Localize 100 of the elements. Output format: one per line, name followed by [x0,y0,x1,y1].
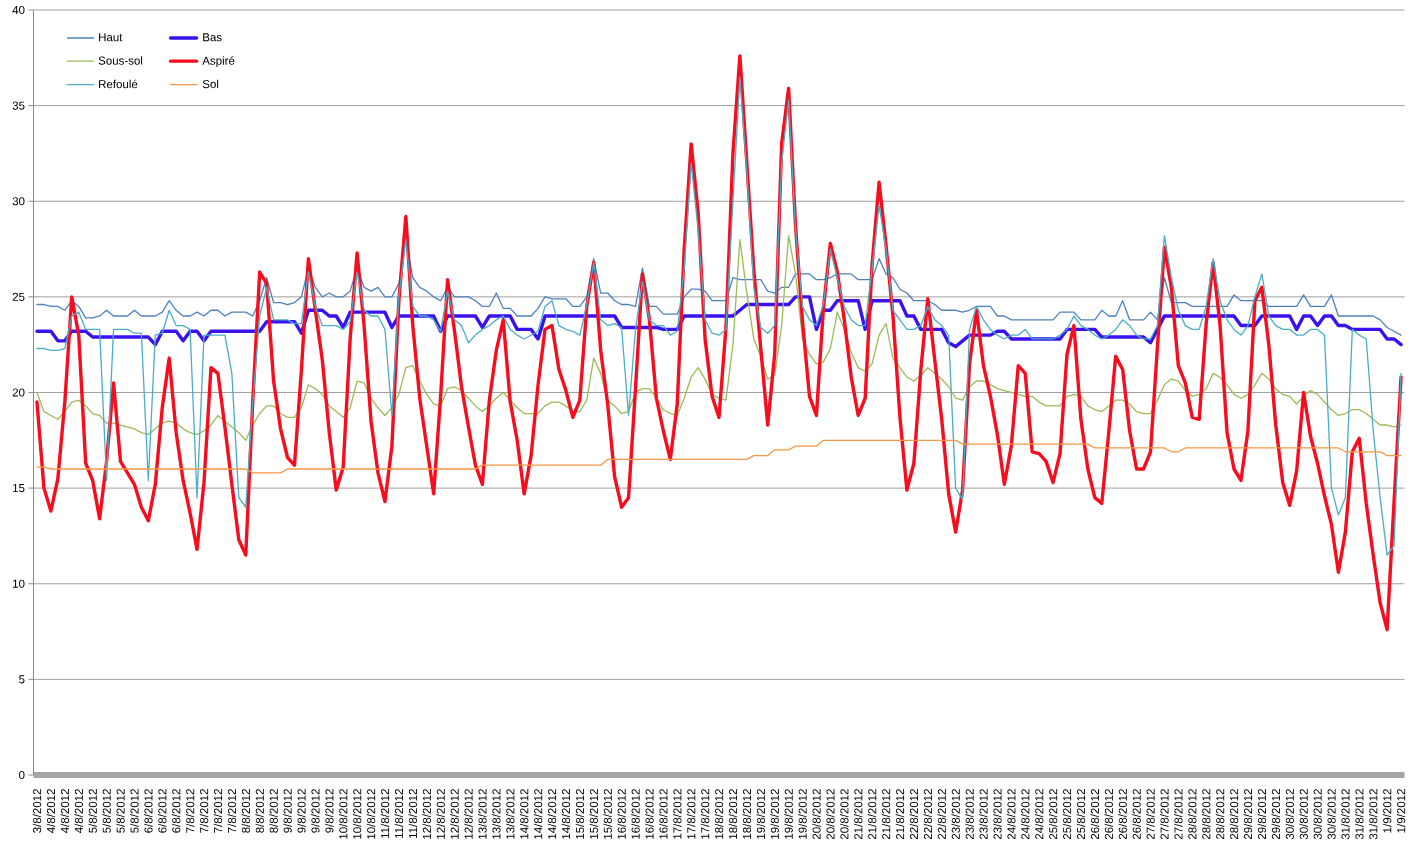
x-tick-label: 18/8/2012 [714,789,724,839]
legend-label: Refoulé [99,79,138,89]
x-tick-label: 16/8/2012 [617,789,626,839]
x-tick-label: 9/8/2012 [283,789,292,833]
x-tick-label: 23/8/2012 [965,789,974,840]
x-tick-label: 4/8/2012 [46,789,56,834]
x-tick-label: 29/8/2012 [1243,789,1253,840]
x-tick-label: 1/9/2012 [1396,789,1406,833]
x-tick-label: 27/8/2012 [1174,789,1183,840]
y-tick-label: 0 [19,770,25,780]
legend-label: Aspiré [202,56,235,68]
legend-label: Bas [203,33,222,42]
x-tick-label: 7/8/2012 [185,789,195,833]
x-tick-label: 17/8/2012 [700,789,710,839]
x-tick-label: 4/8/2012 [60,789,70,834]
x-tick-label: 12/8/2012 [436,789,445,839]
x-tick-label: 18/8/2012 [728,789,738,839]
x-tick-label: 10/8/2012 [338,789,348,839]
legend-label: Sous-sol [98,56,143,65]
x-tick-label: 1/9/2012 [1382,789,1392,833]
x-tick-label: 30/8/2012 [1313,789,1322,840]
x-tick-label: 15/8/2012 [603,789,612,839]
y-tick-label: 25 [12,292,25,301]
x-tick-label: 22/8/2012 [937,789,946,840]
x-tick-label: 11/8/2012 [394,789,404,838]
x-tick-label: 6/8/2012 [171,789,181,833]
x-tick-label: 16/8/2012 [659,789,668,839]
x-tick-label: 27/8/2012 [1160,789,1169,840]
x-tick-label: 23/8/2012 [993,789,1002,840]
x-tick-label: 20/8/2012 [812,789,821,840]
x-tick-label: 9/8/2012 [325,789,334,833]
x-tick-label: 14/8/2012 [547,789,557,839]
x-tick-label: 4/8/2012 [74,789,83,834]
x-tick-label: 16/8/2012 [645,789,654,839]
x-tick-label: 26/8/2012 [1104,789,1113,840]
x-tick-label: 26/8/2012 [1132,789,1141,840]
legend-label: Sol [202,79,219,89]
x-tick-label: 5/8/2012 [130,789,139,833]
x-tick-label: 24/8/2012 [1021,789,1030,840]
x-tick-label: 28/8/2012 [1188,789,1197,840]
x-tick-label: 23/8/2012 [951,789,960,840]
x-tick-label: 22/8/2012 [909,789,919,840]
x-tick-label: 20/8/2012 [840,789,849,840]
y-tick-label: 20 [12,388,25,397]
x-tick-label: 13/8/2012 [506,789,515,839]
y-tick-label: 10 [13,579,25,588]
x-tick-label: 25/8/2012 [1048,789,1058,840]
x-tick-label: 31/8/2012 [1341,789,1350,840]
x-tick-label: 11/8/2012 [380,789,390,838]
x-tick-label: 23/8/2012 [979,789,988,840]
x-tick-label: 5/8/2012 [116,789,125,833]
x-tick-label: 21/8/2012 [853,789,863,840]
x-tick-label: 25/8/2012 [1062,789,1072,840]
x-tick-label: 8/8/2012 [269,789,278,833]
x-tick-label: 21/8/2012 [881,789,891,840]
x-tick-label: 28/8/2012 [1215,789,1225,840]
x-tick-label: 14/8/2012 [519,789,529,839]
x-tick-label: 13/8/2012 [478,789,487,839]
x-tick-label: 30/8/2012 [1285,789,1294,840]
x-tick-label: 25/8/2012 [1076,789,1086,840]
x-tick-label: 3/8/2012 [32,789,42,833]
x-tick-label: 12/8/2012 [422,789,431,839]
x-tick-label: 20/8/2012 [826,789,835,840]
x-tick-label: 10/8/2012 [366,789,376,839]
x-tick-label: 5/8/2012 [102,789,111,833]
x-tick-label: 22/8/2012 [923,789,933,840]
y-tick-label: 40 [12,5,25,15]
x-tick-label: 8/8/2012 [241,789,250,833]
x-tick-label: 21/8/2012 [867,789,877,840]
x-tick-label: 30/8/2012 [1327,789,1336,840]
x-tick-label: 31/8/2012 [1368,789,1378,840]
x-tick-label: 28/8/2012 [1229,789,1239,840]
x-tick-label: 7/8/2012 [227,789,237,833]
x-tick-label: 26/8/2012 [1118,789,1127,840]
x-tick-label: 10/8/2012 [352,789,362,839]
x-tick-label: 12/8/2012 [464,789,473,839]
x-tick-label: 19/8/2012 [770,789,779,839]
x-tick-label: 27/8/2012 [1146,789,1155,840]
x-tick-label: 26/8/2012 [1090,789,1100,840]
x-tick-label: 7/8/2012 [199,789,209,833]
x-tick-label: 21/8/2012 [895,789,905,840]
y-tick-label: 35 [12,101,25,110]
y-tick-label: 30 [12,197,25,206]
x-tick-label: 29/8/2012 [1271,789,1280,840]
x-tick-label: 31/8/2012 [1355,789,1364,840]
x-tick-label: 28/8/2012 [1201,789,1211,840]
x-tick-label: 17/8/2012 [673,789,682,839]
x-tick-label: 7/8/2012 [213,789,223,833]
x-tick-label: 6/8/2012 [144,789,153,833]
x-tick-label: 16/8/2012 [631,789,640,839]
x-tick-label: 9/8/2012 [311,789,320,833]
x-tick-label: 15/8/2012 [575,789,585,839]
x-tick-label: 24/8/2012 [1007,789,1016,840]
x-tick-label: 19/8/2012 [784,789,793,839]
x-tick-label: 29/8/2012 [1257,789,1267,840]
x-tick-label: 11/8/2012 [408,789,418,838]
x-tick-label: 6/8/2012 [158,789,167,833]
x-tick-label: 18/8/2012 [742,789,752,839]
x-tick-label: 9/8/2012 [297,789,306,833]
x-tick-label: 13/8/2012 [492,789,501,839]
